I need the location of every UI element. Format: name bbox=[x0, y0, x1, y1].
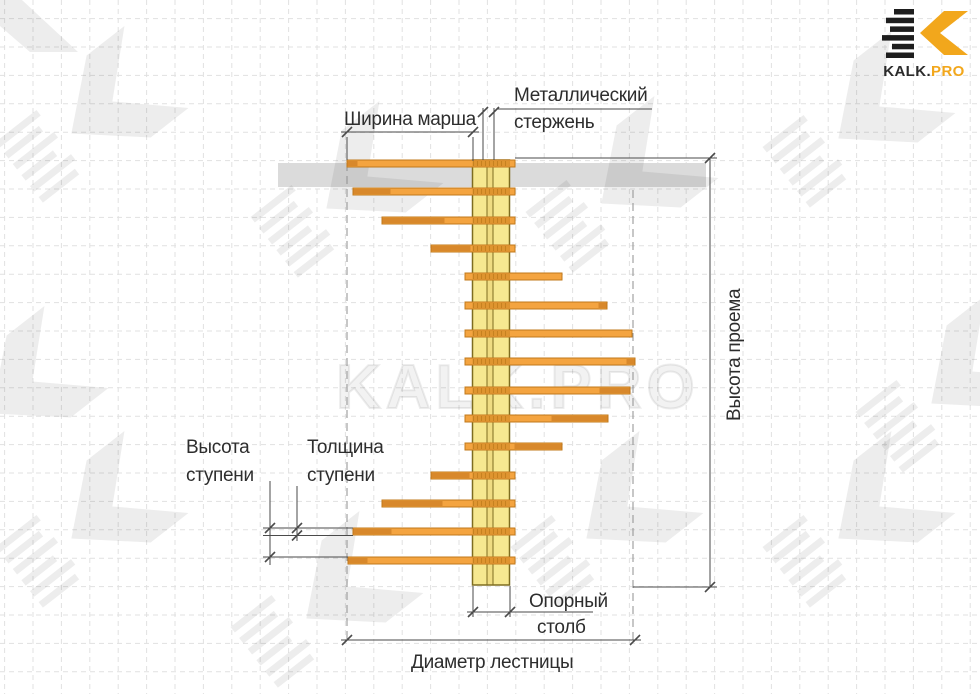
step bbox=[464, 357, 636, 366]
step bbox=[430, 244, 516, 253]
metal-rod bbox=[487, 161, 493, 584]
dim-metal-rod bbox=[477, 106, 652, 160]
step bbox=[464, 386, 631, 395]
step bbox=[464, 329, 633, 338]
step bbox=[352, 187, 516, 196]
step bbox=[464, 442, 563, 451]
kalk-logo-text-black: KALK. bbox=[883, 63, 932, 80]
stair-outline-extension-lines bbox=[346, 163, 634, 640]
dimension-lines bbox=[263, 106, 717, 646]
step bbox=[464, 272, 563, 281]
step bbox=[381, 499, 516, 508]
kalk-logo-chevron bbox=[920, 11, 968, 55]
label-support-column-line1: Опорный bbox=[529, 591, 608, 612]
dim-step-thickness bbox=[263, 486, 353, 542]
step bbox=[346, 159, 516, 168]
dim-step-height bbox=[263, 481, 353, 565]
label-step-height-line1: Высота bbox=[186, 437, 250, 458]
step bbox=[381, 216, 516, 225]
step bbox=[464, 414, 609, 423]
stair-steps bbox=[346, 159, 636, 565]
label-metal-rod-line1: Металлический bbox=[514, 85, 648, 106]
step bbox=[464, 301, 608, 310]
kalk-logo-icon bbox=[882, 9, 968, 58]
dim-flight-width bbox=[341, 126, 479, 161]
label-step-thickness-line1: Толщина bbox=[307, 437, 384, 458]
label-step-height-line2: ступени bbox=[186, 465, 254, 486]
dim-stair-diameter bbox=[341, 634, 641, 646]
label-metal-rod-line2: стержень bbox=[514, 112, 595, 133]
dim-support-column bbox=[467, 586, 593, 618]
label-flight-width: Ширина марша bbox=[344, 109, 476, 130]
step bbox=[430, 471, 516, 480]
label-support-column-line2: столб bbox=[537, 617, 586, 638]
step bbox=[352, 527, 516, 536]
step bbox=[347, 556, 516, 565]
kalk-pro-logo bbox=[872, 6, 976, 67]
label-step-thickness-line2: ступени bbox=[307, 465, 375, 486]
dim-opening-height bbox=[515, 152, 717, 593]
label-opening-height: Высота проема bbox=[724, 288, 745, 421]
kalk-logo-text: KALK.PRO bbox=[872, 63, 976, 80]
metal-rod-edges bbox=[486, 160, 494, 585]
kalk-logo-text-accent: PRO bbox=[931, 63, 965, 80]
label-stair-diameter: Диаметр лестницы bbox=[411, 652, 574, 673]
